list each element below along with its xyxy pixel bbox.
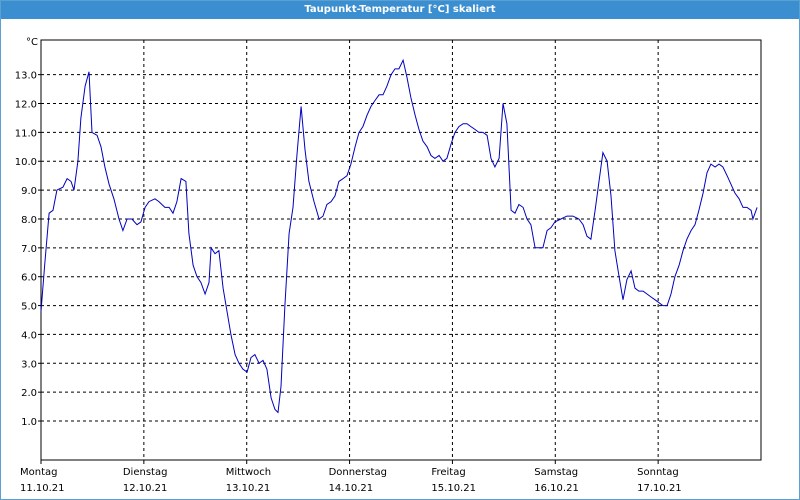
x-tick-label: Freitag (431, 467, 465, 478)
y-tick-label: 11.0 (15, 128, 37, 139)
x-tick-date: 14.10.21 (329, 483, 374, 494)
x-tick-date: 13.10.21 (226, 483, 271, 494)
y-tick-label: 12.0 (15, 100, 37, 111)
x-tick-label: Dienstag (123, 467, 168, 478)
x-tick-date: 16.10.21 (534, 483, 579, 494)
title-bar: Taupunkt-Temperatur [°C] skaliert (1, 1, 799, 19)
y-tick-label: 3.0 (21, 359, 37, 370)
x-tick-label: Mittwoch (226, 467, 271, 478)
x-tick-label: Samstag (534, 467, 578, 478)
chart: °C 1.0 2.0 3.0 4.0 5.0 6.0 7.0 8.0 9.0 10.0 11.0 12… (15, 37, 762, 494)
y-tick-label: 13.0 (15, 71, 37, 82)
y-tick-label: 9.0 (21, 186, 37, 197)
y-unit: °C (26, 37, 38, 48)
x-tick-label: Sonntag (637, 467, 679, 478)
y-tick-label: 1.0 (21, 417, 37, 428)
x-tick-date: 11.10.21 (20, 483, 65, 494)
x-tick-date: 17.10.21 (637, 483, 682, 494)
data-line (40, 58, 758, 414)
x-tick-label: Donnerstag (329, 467, 387, 478)
x-tick-date: 15.10.21 (431, 483, 476, 494)
x-tick-label: Montag (20, 467, 57, 478)
y-tick-label: 4.0 (21, 330, 37, 341)
y-tick-label: 8.0 (21, 215, 37, 226)
y-tick-label: 10.0 (15, 157, 37, 168)
y-tick-label: 6.0 (21, 273, 37, 284)
y-tick-label: 7.0 (21, 244, 37, 255)
plot-area (40, 39, 762, 461)
x-tick-date: 12.10.21 (123, 483, 168, 494)
y-tick-label: 2.0 (21, 388, 37, 399)
y-tick-label: 5.0 (21, 302, 37, 313)
